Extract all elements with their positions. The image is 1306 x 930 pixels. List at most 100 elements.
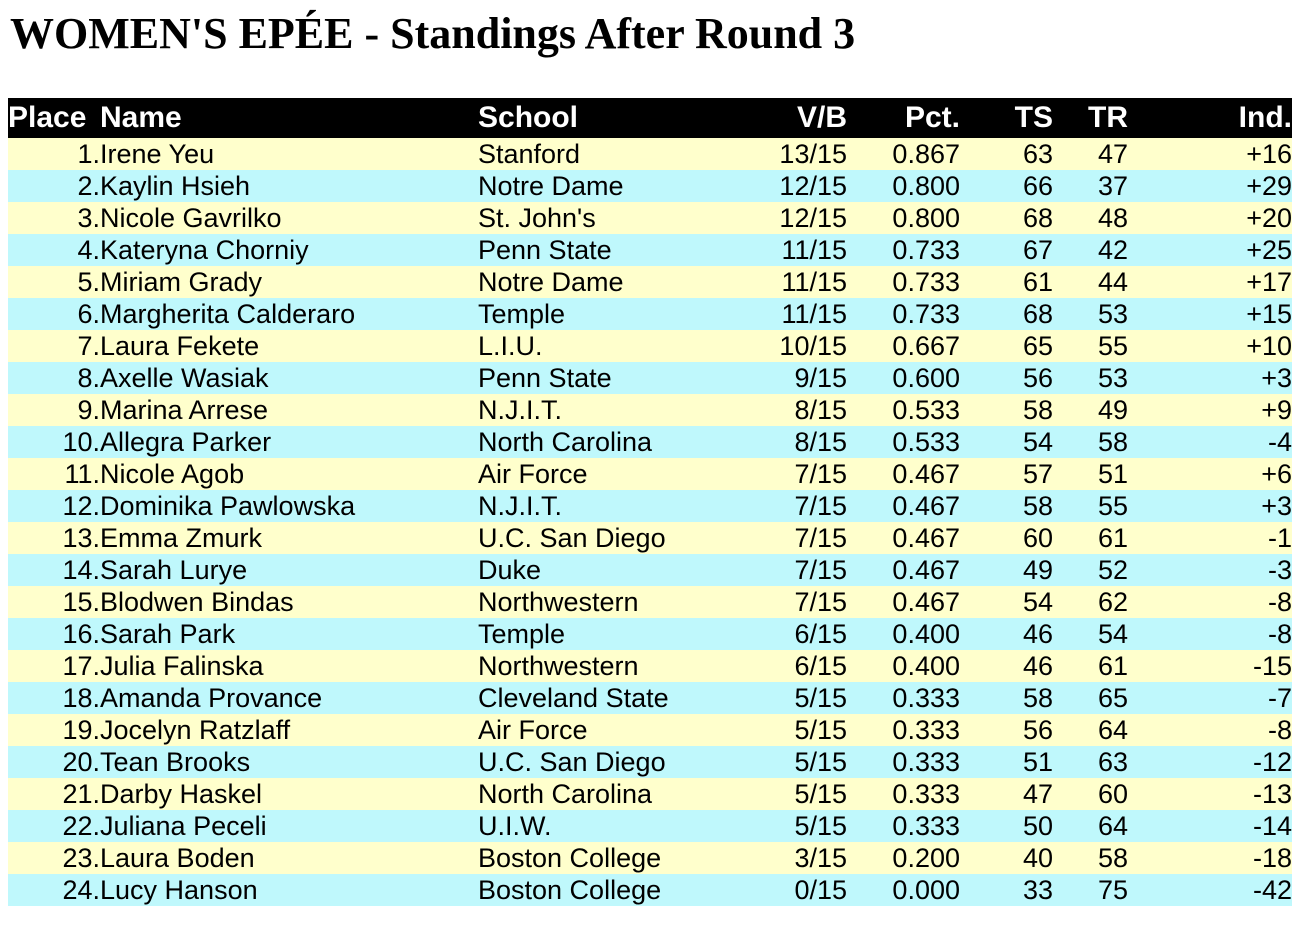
cell-pct: 0.867 — [892, 139, 960, 170]
cell-vb: 7/15 — [794, 523, 847, 554]
cell-vb: 7/15 — [794, 491, 847, 522]
cell-school: U.I.W. — [478, 811, 552, 842]
cell-vb: 13/15 — [779, 139, 847, 170]
cell-school: Temple — [478, 619, 566, 650]
cell-pct: 0.667 — [892, 331, 960, 362]
cell-ts: 68 — [1022, 203, 1053, 234]
cell-ts: 56 — [1022, 363, 1053, 394]
cell-school: Boston College — [478, 843, 662, 874]
cell-tr: 53 — [1097, 299, 1128, 330]
table-row: 21. Darby Haskel North Carolina 5/15 0.333 47… — [8, 778, 1292, 811]
cell-ind: -3 — [1267, 555, 1292, 586]
cell-ind: +17 — [1246, 267, 1292, 298]
cell-vb: 8/15 — [794, 427, 847, 458]
cell-pct: 0.000 — [892, 875, 960, 906]
cell-tr: 55 — [1097, 491, 1128, 522]
cell-ts: 66 — [1022, 171, 1053, 202]
cell-name: Miriam Grady — [100, 267, 263, 298]
table-row: 8. Axelle Wasiak Penn State 9/15 0.600 56 53 +3 — [8, 362, 1292, 395]
cell-name: Amanda Provance — [100, 683, 323, 714]
cell-ind: -12 — [1252, 747, 1292, 778]
cell-tr: 60 — [1097, 779, 1128, 810]
cell-school: St. John's — [478, 203, 596, 234]
cell-ind: +25 — [1246, 235, 1292, 266]
page-title: WOMEN'S EPÉE - Standings After Round 3 — [10, 9, 856, 58]
cell-school: Penn State — [478, 235, 612, 266]
cell-place: 1. — [77, 139, 100, 170]
cell-pct: 0.800 — [892, 203, 960, 234]
cell-pct: 0.533 — [892, 427, 960, 458]
header-school: School — [478, 98, 768, 139]
table-row: 22. Juliana Peceli U.I.W. 5/15 0.333 50 64 -14 — [8, 810, 1292, 843]
cell-ts: 68 — [1022, 299, 1053, 330]
cell-pct: 0.467 — [892, 555, 960, 586]
cell-place: 5. — [77, 267, 100, 298]
cell-ts: 58 — [1022, 683, 1053, 714]
table-row: 11. Nicole Agob Air Force 7/15 0.467 57 51 +6 — [8, 458, 1292, 491]
cell-ind: +3 — [1261, 363, 1292, 394]
cell-pct: 0.333 — [892, 715, 960, 746]
table-row: 9. Marina Arrese N.J.I.T. 8/15 0.533 58 49 +9 — [8, 394, 1292, 427]
cell-place: 19. — [62, 715, 100, 746]
cell-school: Penn State — [478, 363, 612, 394]
table-row: 18. Amanda Provance Cleveland State 5/15 0.3… — [8, 682, 1292, 715]
cell-place: 7. — [77, 331, 100, 362]
cell-place: 2. — [77, 171, 100, 202]
cell-pct: 0.400 — [892, 619, 960, 650]
cell-ind: -8 — [1267, 587, 1292, 618]
header-name: Name — [100, 98, 478, 139]
cell-vb: 10/15 — [779, 331, 847, 362]
cell-place: 15. — [62, 587, 100, 618]
cell-tr: 49 — [1097, 395, 1128, 426]
cell-place: 20. — [62, 747, 100, 778]
cell-ind: +9 — [1261, 395, 1292, 426]
cell-place: 6. — [77, 299, 100, 330]
cell-pct: 0.333 — [892, 747, 960, 778]
cell-tr: 42 — [1097, 235, 1128, 266]
cell-name: Margherita Calderaro — [100, 299, 356, 330]
cell-name: Axelle Wasiak — [100, 363, 269, 394]
cell-place: 3. — [77, 203, 100, 234]
cell-pct: 0.733 — [892, 267, 960, 298]
cell-place: 12. — [62, 491, 100, 522]
cell-pct: 0.400 — [892, 651, 960, 682]
cell-ts: 54 — [1022, 427, 1053, 458]
cell-ts: 46 — [1022, 651, 1053, 682]
cell-place: 21. — [62, 779, 100, 810]
cell-ind: +10 — [1246, 331, 1292, 362]
table-row: 13. Emma Zmurk U.C. San Diego 7/15 0.467 60 61… — [8, 522, 1292, 555]
cell-vb: 5/15 — [794, 715, 847, 746]
cell-ts: 57 — [1022, 459, 1053, 490]
cell-ind: -8 — [1267, 619, 1292, 650]
table-row: 7. Laura Fekete L.I.U. 10/15 0.667 65 55 +10 — [8, 330, 1292, 363]
cell-name: Dominika Pawlowska — [100, 491, 356, 522]
cell-school: Cleveland State — [478, 683, 669, 714]
cell-place: 18. — [62, 683, 100, 714]
cell-vb: 6/15 — [794, 619, 847, 650]
cell-school: U.C. San Diego — [478, 523, 666, 554]
cell-ts: 65 — [1022, 331, 1053, 362]
cell-school: Boston College — [478, 875, 662, 906]
cell-vb: 5/15 — [794, 747, 847, 778]
cell-ts: 33 — [1022, 875, 1053, 906]
cell-school: Air Force — [478, 715, 588, 746]
cell-ts: 56 — [1022, 715, 1053, 746]
cell-ind: -14 — [1252, 811, 1292, 842]
header-row: Place Name School V/B Pct. TS TR Ind. — [8, 98, 1292, 139]
cell-vb: 5/15 — [794, 683, 847, 714]
cell-name: Julia Falinska — [100, 651, 264, 682]
cell-pct: 0.800 — [892, 171, 960, 202]
cell-pct: 0.467 — [892, 459, 960, 490]
cell-vb: 11/15 — [781, 267, 847, 298]
cell-tr: 54 — [1097, 619, 1128, 650]
cell-vb: 12/15 — [779, 171, 847, 202]
cell-name: Kaylin Hsieh — [100, 171, 251, 202]
table-row: 24. Lucy Hanson Boston College 0/15 0.000 33 7… — [8, 874, 1292, 907]
table-row: 15. Blodwen Bindas Northwestern 7/15 0.467 54… — [8, 586, 1292, 619]
cell-ts: 49 — [1022, 555, 1053, 586]
cell-ind: +16 — [1246, 139, 1292, 170]
cell-ind: -8 — [1267, 715, 1292, 746]
table-row: 4. Kateryna Chorniy Penn State 11/15 0.733 67… — [8, 234, 1292, 267]
cell-pct: 0.733 — [892, 235, 960, 266]
table-row: 2. Kaylin Hsieh Notre Dame 12/15 0.800 66 37 +2… — [8, 170, 1292, 203]
